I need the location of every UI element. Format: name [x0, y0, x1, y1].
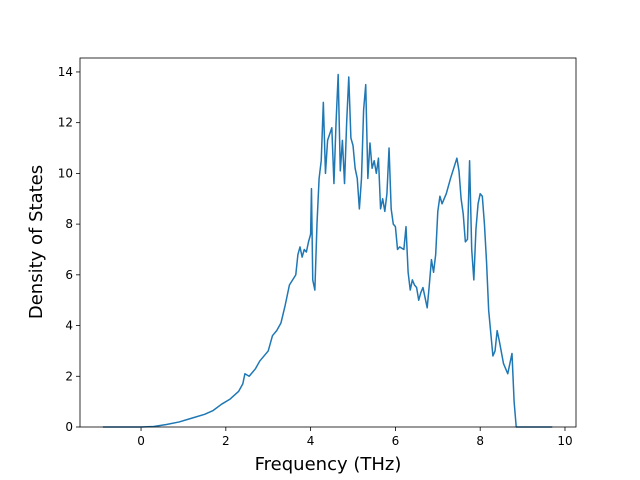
y-tick-label: 10 — [58, 166, 73, 180]
x-tick-label: 2 — [222, 434, 230, 448]
y-tick-label: 8 — [65, 217, 73, 231]
y-axis-label: Density of States — [26, 165, 47, 319]
y-tick-label: 14 — [58, 65, 73, 79]
y-tick-label: 4 — [65, 319, 73, 333]
x-tick-label: 0 — [137, 434, 145, 448]
y-tick-label: 0 — [65, 420, 73, 434]
x-tick-label: 6 — [392, 434, 400, 448]
x-tick-label: 4 — [307, 434, 315, 448]
y-tick-label: 2 — [65, 369, 73, 383]
plot-frame — [79, 57, 577, 428]
x-axis-label: Frequency (THz) — [255, 454, 402, 475]
y-tick-label: 6 — [65, 268, 73, 282]
line-series — [102, 73, 553, 428]
x-tick-label: 8 — [476, 434, 484, 448]
x-tick-label: 10 — [557, 434, 572, 448]
y-tick-label: 12 — [58, 116, 73, 130]
